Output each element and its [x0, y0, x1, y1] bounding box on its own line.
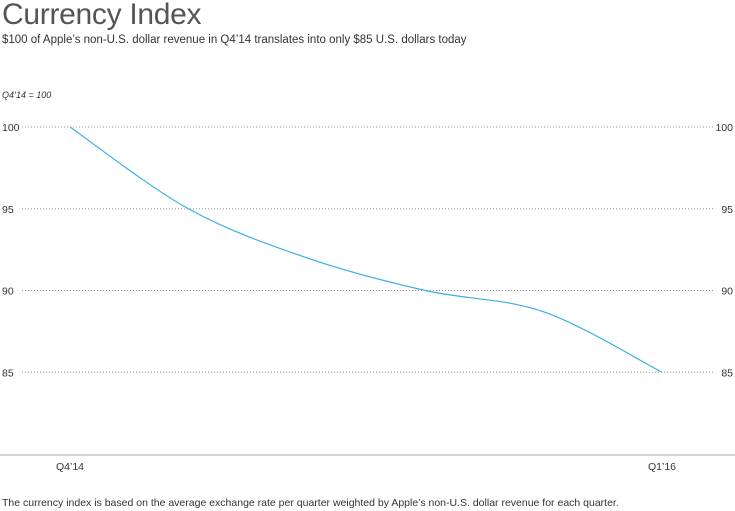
chart-subtitle: $100 of Apple’s non-U.S. dollar revenue …: [2, 34, 467, 46]
y-tick-label-right-100: 100: [715, 122, 733, 134]
y-axis-labels-right: 100 95 90 85: [715, 122, 733, 379]
x-tick-label-0: Q4’14: [56, 461, 84, 473]
y-tick-label-left-95: 95: [2, 204, 14, 216]
chart-title: Currency Index: [2, 0, 202, 31]
y-tick-label-right-95: 95: [721, 204, 733, 216]
y-axis-labels-left: 100 95 90 85: [2, 122, 20, 379]
y-tick-label-left-85: 85: [2, 367, 14, 379]
x-tick-label-5: Q1’16: [648, 461, 676, 473]
base-note: Q4’14 = 100: [2, 90, 52, 100]
grid-layer: [22, 126, 714, 373]
y-tick-label-left-90: 90: [2, 286, 14, 298]
currency-index-chart: 100 95 90 85 100 95 90 85 Q4’14 Q1’16: [0, 122, 735, 473]
series-line-currency-index: [69, 126, 663, 373]
y-tick-label-left-100: 100: [2, 122, 20, 134]
y-tick-label-right-90: 90: [721, 286, 733, 298]
footnote: The currency index is based on the avera…: [2, 497, 619, 509]
y-tick-label-right-85: 85: [721, 367, 733, 379]
x-axis-labels: Q4’14 Q1’16: [56, 461, 676, 473]
